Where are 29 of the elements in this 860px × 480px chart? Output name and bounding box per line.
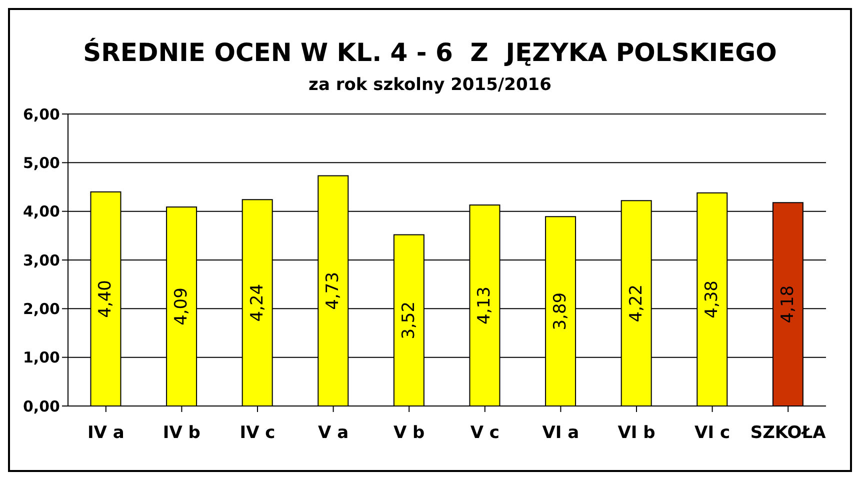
data-label: 4,18: [778, 285, 798, 324]
x-tick-label: V a: [318, 423, 349, 444]
data-label: 4,09: [172, 288, 192, 326]
x-tick-label: IV a: [87, 423, 124, 444]
y-tick-label: 5,00: [22, 154, 60, 172]
data-label: 4,40: [96, 280, 116, 318]
chart-subtitle: za rok szkolny 2015/2016: [308, 75, 552, 95]
y-tick-label: 0,00: [22, 397, 60, 416]
data-label: 4,13: [474, 286, 495, 324]
data-label: 4,24: [247, 284, 268, 322]
data-label: 4,73: [323, 272, 344, 310]
data-label: 3,52: [398, 301, 419, 340]
x-tick-label: VI b: [618, 423, 656, 444]
y-tick-label: 2,00: [22, 300, 60, 318]
data-label: 3,89: [550, 292, 571, 330]
x-tick-label: IV c: [240, 423, 276, 444]
chart-title: ŚREDNIE OCEN W KL. 4 - 6 Z JĘZYKA POLSKIEGO: [82, 38, 778, 67]
x-tick-label: V b: [393, 423, 425, 444]
x-tick-label: SZKOŁA: [750, 423, 827, 444]
data-label: 4,22: [626, 284, 646, 322]
x-tick-label: IV b: [162, 423, 200, 444]
x-tick-label: VI c: [694, 423, 730, 444]
y-tick-label: 1,00: [22, 348, 60, 367]
y-tick-label: 6,00: [22, 105, 60, 124]
y-tick-label: 4,00: [22, 202, 60, 221]
x-tick-label: VI a: [542, 423, 580, 444]
data-label: 4,38: [702, 280, 722, 318]
x-tick-label: V c: [470, 423, 500, 444]
y-tick-label: 3,00: [22, 251, 60, 270]
